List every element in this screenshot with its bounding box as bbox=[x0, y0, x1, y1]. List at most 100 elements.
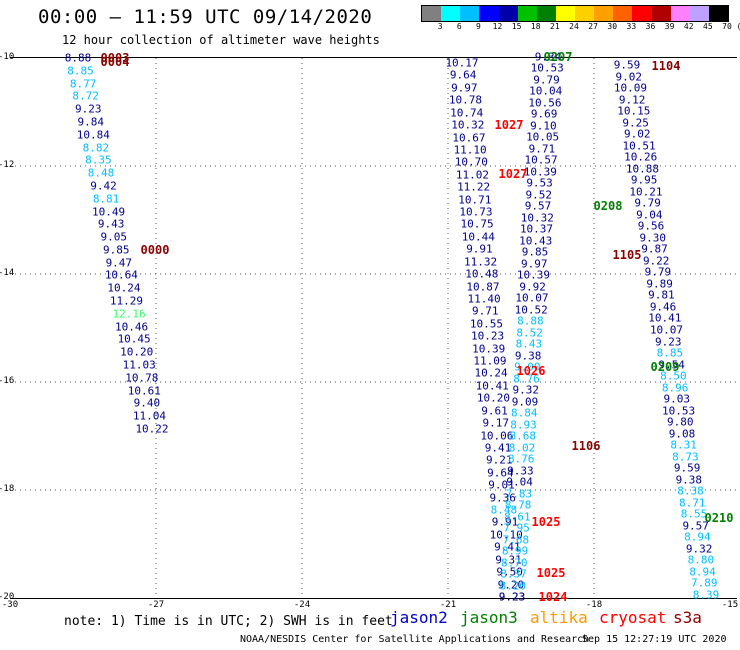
wave-height-value: 8.82 bbox=[82, 141, 110, 155]
wave-height-value: 9.79 bbox=[634, 196, 661, 210]
wave-height-value: 9.36 bbox=[489, 491, 516, 505]
wave-height-value: 9.56 bbox=[637, 219, 665, 233]
footer-note: note: 1) Time is in UTC; 2) SWH is in fe… bbox=[64, 614, 393, 629]
wave-height-value: 9.40 bbox=[133, 396, 161, 410]
wave-height-value: 9.02 bbox=[615, 70, 642, 84]
wave-height-value: 9.20 bbox=[497, 578, 525, 592]
time-label: 0004 bbox=[100, 55, 130, 69]
color-swatch bbox=[632, 6, 652, 21]
wave-height-value: 7.83 bbox=[505, 487, 533, 501]
color-scale-label: 12 bbox=[492, 22, 503, 31]
wave-height-value: 10.24 bbox=[107, 281, 141, 295]
wave-height-value: 9.05 bbox=[100, 230, 127, 244]
wave-height-value: 8.78 bbox=[504, 498, 532, 512]
wave-height-value: 11.03 bbox=[122, 358, 156, 372]
color-swatch bbox=[594, 6, 614, 21]
legend-cryosat: cryosat bbox=[599, 608, 667, 627]
wave-height-value: 10.20 bbox=[120, 345, 154, 359]
map-frame bbox=[10, 57, 737, 599]
wave-height-value: 8.76 bbox=[507, 452, 535, 466]
wave-height-value: 8.99 bbox=[501, 544, 529, 558]
wave-height-value: 10.43 bbox=[519, 234, 553, 248]
wave-height-value: 11.09 bbox=[473, 354, 507, 368]
wave-height-value: 10.71 bbox=[458, 193, 492, 207]
y-axis-label-12: -12 bbox=[0, 160, 15, 170]
wave-height-value: 7.89 bbox=[691, 576, 718, 590]
color-scale-label: 15 bbox=[511, 22, 522, 31]
y-axis-label-10: -10 bbox=[0, 52, 15, 62]
wave-height-value: 8.80 bbox=[687, 553, 715, 567]
y-axis-label-18: -18 bbox=[0, 484, 15, 494]
wave-height-value: 9.57 bbox=[524, 199, 552, 213]
wave-height-value: 9.97 bbox=[520, 257, 548, 271]
x-axis-label-21: -21 bbox=[439, 600, 457, 610]
legend-jason3: jason3 bbox=[460, 608, 518, 627]
wave-height-value: 9.79 bbox=[644, 265, 672, 279]
wave-height-value: 8.76 bbox=[513, 372, 540, 386]
wave-height-value: 10.49 bbox=[92, 205, 126, 219]
legend-altika: altika bbox=[530, 608, 588, 627]
wave-height-value: 9.53 bbox=[526, 176, 553, 190]
color-swatch bbox=[689, 6, 709, 21]
wave-height-value: 10.26 bbox=[624, 150, 658, 164]
wave-height-value: 9.17 bbox=[482, 416, 509, 430]
wave-height-value: 9.91 bbox=[466, 242, 493, 256]
wave-height-value: 8.85 bbox=[67, 64, 94, 78]
wave-height-value: 8.88 bbox=[64, 51, 92, 65]
wave-height-value: 10.20 bbox=[476, 391, 510, 405]
grid-lines bbox=[10, 58, 737, 598]
wave-height-value: 10.73 bbox=[459, 205, 493, 219]
color-scale-label: 21 bbox=[550, 22, 560, 31]
color-scale-legend bbox=[421, 5, 729, 22]
wave-height-value: 11.02 bbox=[455, 168, 490, 182]
wave-height-value: 10.22 bbox=[135, 422, 169, 436]
wave-height-value: 8.94 bbox=[689, 565, 716, 579]
wave-height-value: 10.75 bbox=[460, 217, 494, 231]
wave-height-value: 9.95 bbox=[630, 173, 658, 187]
wave-height-value: 8.68 bbox=[509, 429, 536, 443]
wave-height-value: 9.59 bbox=[673, 461, 701, 475]
wave-height-value: 8.61 bbox=[504, 510, 531, 524]
wave-height-value: 10.53 bbox=[530, 61, 564, 75]
map-title: 00:00 – 11:59 UTC 09/14/2020 bbox=[38, 6, 373, 28]
time-label: 1105 bbox=[612, 248, 642, 262]
time-label: 0209 bbox=[650, 360, 680, 374]
color-swatch bbox=[498, 6, 518, 21]
wave-height-value: 8.48 bbox=[490, 503, 518, 517]
wave-height-value: 9.80 bbox=[666, 415, 694, 429]
color-swatch bbox=[460, 6, 480, 21]
time-label: 1024 bbox=[538, 590, 568, 604]
x-axis-label-18: -18 bbox=[585, 600, 603, 610]
legend-s3a: s3a bbox=[673, 608, 702, 627]
wave-height-value: 10.88 bbox=[625, 162, 660, 176]
color-scale-label: 30 bbox=[607, 22, 618, 31]
wave-height-value: 10.78 bbox=[125, 371, 159, 385]
wave-height-value: 10.07 bbox=[649, 323, 684, 337]
color-scale-label: 27 bbox=[588, 22, 598, 31]
x-axis-label-27: -27 bbox=[147, 600, 165, 610]
wave-height-value: 10.52 bbox=[514, 303, 548, 317]
wave-height-value: 9.41 bbox=[484, 441, 512, 455]
x-axis-label-24: -24 bbox=[293, 600, 311, 610]
color-swatch bbox=[441, 6, 461, 21]
wave-height-value: 10.56 bbox=[528, 96, 562, 110]
time-label: 1025 bbox=[531, 515, 561, 529]
wave-height-value: 9.38 bbox=[514, 349, 542, 363]
wave-height-value: 8.84 bbox=[511, 406, 538, 420]
color-scale-label: 42 bbox=[683, 22, 694, 31]
wave-height-value: 9.85 bbox=[103, 243, 130, 257]
wave-height-value: 8.73 bbox=[672, 450, 699, 464]
wave-height-value: 9.31 bbox=[495, 553, 522, 567]
wave-height-value: 10.67 bbox=[452, 131, 486, 144]
time-label: 1104 bbox=[651, 59, 681, 73]
wave-height-value: 9.34 bbox=[534, 50, 562, 64]
wave-height-value: 10.64 bbox=[104, 268, 138, 282]
color-scale-label: 18 bbox=[530, 22, 541, 31]
color-swatch bbox=[575, 6, 595, 21]
wave-height-value: 9.64 bbox=[487, 466, 514, 480]
wave-height-value: 9.46 bbox=[649, 300, 677, 314]
wave-height-value: 10.87 bbox=[466, 280, 500, 294]
wave-height-value: 9.59 bbox=[613, 58, 641, 72]
time-label: 0000 bbox=[140, 243, 170, 257]
wave-height-value: 8.70 bbox=[501, 556, 528, 570]
